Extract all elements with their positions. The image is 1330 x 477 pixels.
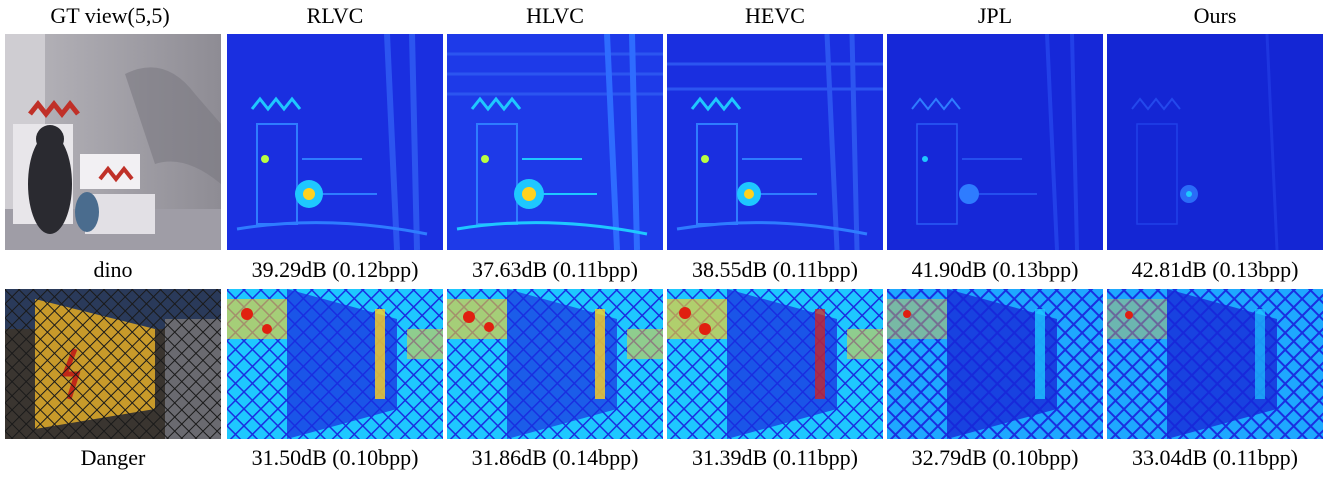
- dino-jpl-error-map: [887, 34, 1103, 250]
- column-header-ours: Ours: [1193, 3, 1237, 28]
- dino-hlvc-result: 37.63dB (0.11bpp): [471, 257, 638, 282]
- dino-gt-image: [5, 34, 221, 250]
- danger-ours-result: 33.04dB (0.11bpp): [1131, 445, 1298, 470]
- dino-hevc-error-map: [667, 34, 883, 250]
- dino-rlvc-result: 39.29dB (0.12bpp): [251, 257, 419, 282]
- danger-jpl-result: 32.79dB (0.10bpp): [911, 445, 1079, 470]
- dino-hevc-result: 38.55dB (0.11bpp): [691, 257, 858, 282]
- danger-jpl-error-map: [887, 289, 1103, 439]
- dino-hlvc-error-map: [447, 34, 663, 250]
- column-header-hevc: HEVC: [745, 3, 805, 28]
- dino-rlvc-error-map: [227, 34, 443, 250]
- column-header-gt: GT view(5,5): [50, 3, 170, 28]
- column-header-hlvc: HLVC: [526, 3, 584, 28]
- column-header-jpl: JPL: [977, 3, 1013, 28]
- danger-rlvc-result: 31.50dB (0.10bpp): [251, 445, 419, 470]
- danger-hlvc-error-map: [447, 289, 663, 439]
- danger-ours-error-map: [1107, 289, 1323, 439]
- danger-hevc-error-map: [667, 289, 883, 439]
- danger-hevc-result: 31.39dB (0.11bpp): [691, 445, 858, 470]
- danger-rlvc-error-map: [227, 289, 443, 439]
- dino-ours-error-map: [1107, 34, 1323, 250]
- row-name-dino: dino: [93, 257, 133, 282]
- danger-hlvc-result: 31.86dB (0.14bpp): [471, 445, 639, 470]
- danger-gt-image: [5, 289, 221, 439]
- row-name-danger: Danger: [80, 445, 146, 470]
- dino-jpl-result: 41.90dB (0.13bpp): [911, 257, 1079, 282]
- dino-ours-result: 42.81dB (0.13bpp): [1131, 257, 1299, 282]
- column-header-rlvc: RLVC: [306, 3, 364, 28]
